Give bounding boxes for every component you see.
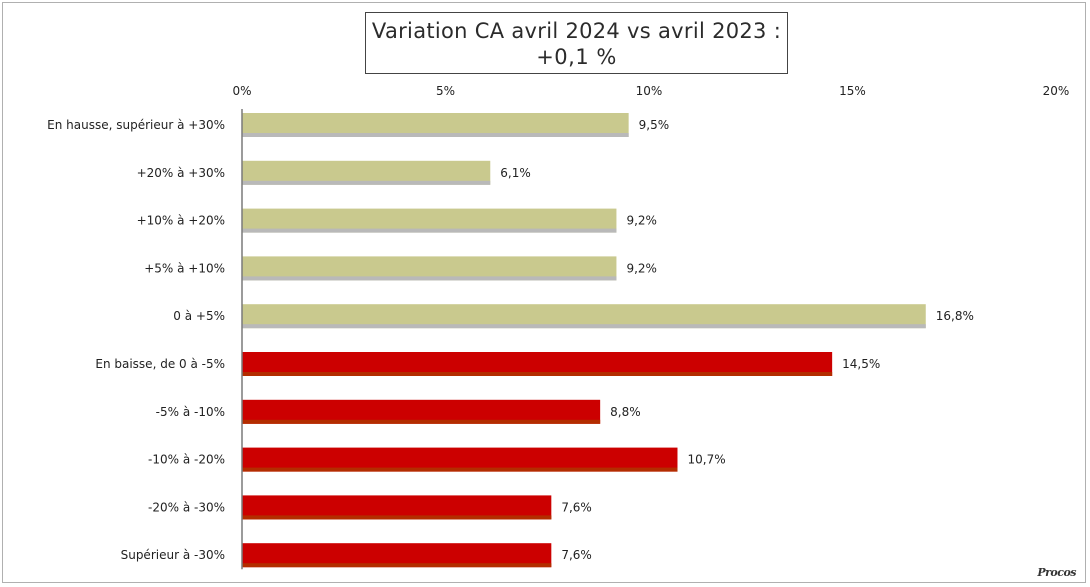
bar-shadow	[242, 276, 617, 281]
category-label: En baisse, de 0 à -5%	[95, 357, 225, 371]
category-label: Supérieur à -30%	[121, 548, 225, 562]
data-label: 9,2%	[626, 214, 657, 228]
chart-title-line-1: Variation CA avril 2024 vs avril 2023 :	[371, 19, 782, 43]
bar-shadow	[242, 515, 552, 520]
publisher-logo: Procos	[1037, 566, 1076, 579]
data-label: 8,8%	[610, 405, 641, 419]
bar-shadow	[242, 372, 833, 376]
category-label: -20% à -30%	[148, 500, 225, 514]
data-label: 9,2%	[626, 261, 657, 275]
category-label: En hausse, supérieur à +30%	[47, 118, 225, 132]
bar-shadow	[242, 563, 552, 568]
chart-title-line-2: +0,1 %	[536, 45, 617, 69]
category-label: +20% à +30%	[137, 166, 225, 180]
x-tick-label: 20%	[1043, 84, 1070, 98]
data-label: 16,8%	[936, 309, 974, 323]
x-tick-label: 5%	[436, 84, 455, 98]
bar-shadow	[242, 133, 629, 137]
data-label: 9,5%	[639, 118, 670, 132]
data-label: 7,6%	[561, 548, 592, 562]
x-tick-label: 10%	[636, 84, 663, 98]
bar-shadow	[242, 228, 617, 233]
category-label: +10% à +20%	[137, 214, 225, 228]
x-tick-label: 0%	[232, 84, 251, 98]
chart-title-box: Variation CA avril 2024 vs avril 2023 : …	[365, 12, 788, 74]
bar-shadow	[242, 180, 491, 185]
data-label: 7,6%	[561, 500, 592, 514]
data-label: 14,5%	[842, 357, 880, 371]
data-label: 6,1%	[500, 166, 531, 180]
category-label: +5% à +10%	[144, 261, 225, 275]
bar-shadow	[242, 419, 601, 424]
x-tick-label: 15%	[839, 84, 866, 98]
category-label: -10% à -20%	[148, 453, 225, 467]
data-label: 10,7%	[687, 453, 725, 467]
category-label: -5% à -10%	[156, 405, 225, 419]
bar-shadow	[242, 324, 926, 329]
bar-shadow	[242, 467, 678, 472]
category-label: 0 à +5%	[173, 309, 225, 323]
